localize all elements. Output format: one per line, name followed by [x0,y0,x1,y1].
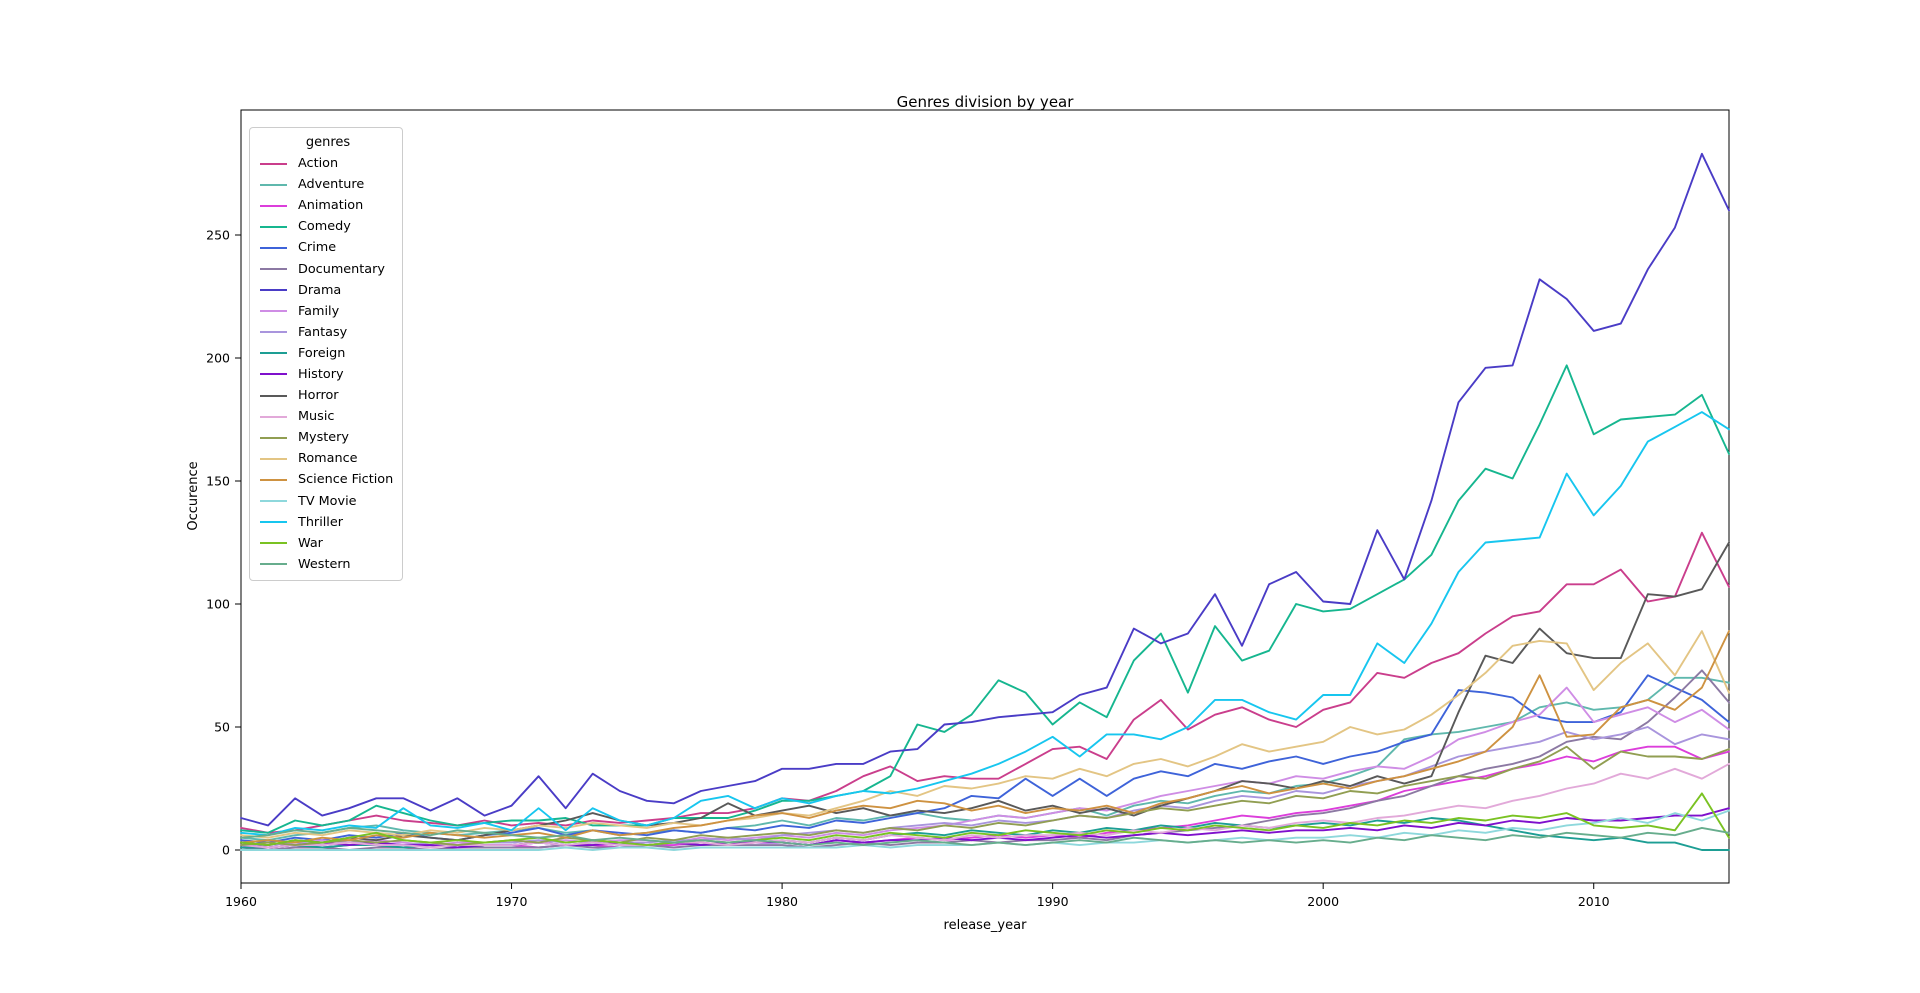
legend-swatch [260,310,287,313]
legend-swatch [260,352,287,355]
series-line-war [240,792,1730,847]
legend-label: Thriller [298,514,343,530]
legend-swatch [260,162,287,165]
legend-swatch [260,268,287,271]
series-line-adventure [240,676,1730,842]
legend-label: Animation [298,198,364,214]
legend-label: Western [298,556,351,572]
x-tick-label: 1990 [1037,894,1069,909]
legend-label: Adventure [298,177,365,193]
legend-item: Science Fiction [260,469,396,490]
legend-label: Family [298,303,340,319]
legend-swatch [260,478,287,481]
legend-label: War [298,535,323,551]
legend-label: Science Fiction [298,472,394,488]
x-tick-label: 2010 [1578,894,1610,909]
legend-swatch [260,500,287,503]
legend-item: Comedy [260,216,396,237]
y-axis-label: Occurence [186,461,201,530]
legend-swatch [260,225,287,228]
legend-item: Action [260,153,396,174]
legend-label: Comedy [298,219,351,235]
series-line-drama [240,152,1730,827]
legend-label: Documentary [298,261,385,277]
legend-swatch [260,521,287,524]
x-tick-label: 1980 [766,894,798,909]
y-tick-label: 200 [206,351,230,366]
legend-item: War [260,533,396,554]
legend-item: Mystery [260,427,396,448]
series-line-music [240,762,1730,849]
legend-swatch [260,415,287,418]
y-tick-label: 150 [206,474,230,489]
legend-swatch [260,394,287,397]
series-line-thriller [240,411,1730,837]
x-tick-label: 1960 [225,894,257,909]
legend-label: Horror [298,388,339,404]
legend-item: Romance [260,448,396,469]
legend-label: Action [298,156,339,172]
series-line-comedy [240,364,1730,834]
legend-swatch [260,542,287,545]
legend-item: Family [260,301,396,322]
legend-swatch [260,289,287,292]
legend-item: TV Movie [260,491,396,512]
legend-swatch [260,331,287,334]
legend-label: TV Movie [298,493,357,509]
legend-item: Music [260,406,396,427]
legend-item: Western [260,554,396,575]
legend-item: Adventure [260,174,396,195]
x-axis-label: release_year [944,918,1028,933]
legend-item: Crime [260,237,396,258]
legend-title: genres [305,135,351,150]
legend-items: Action Adventure Animation Comedy Crime Docum… [260,153,396,575]
legend-swatch [260,204,287,207]
legend-swatch [260,563,287,566]
legend-swatch [260,246,287,249]
legend-item: Horror [260,385,396,406]
legend: genres Action Adventure Animation Comedy Cri… [249,127,403,581]
legend-label: Foreign [298,345,346,361]
series-line-western [240,826,1730,847]
legend-swatch [260,457,287,460]
chart-title: Genres division by year [897,93,1075,111]
series-line-science-fiction [240,630,1730,844]
legend-item: Drama [260,280,396,301]
legend-label: Music [298,409,335,425]
series-line-action [240,531,1730,834]
y-tick-label: 0 [222,843,230,858]
legend-item: History [260,364,396,385]
legend-swatch [260,373,287,376]
legend-swatch [260,183,287,186]
legend-item: Fantasy [260,322,396,343]
series-line-horror [240,541,1730,847]
legend-item: Thriller [260,512,396,533]
legend-label: Crime [298,240,337,256]
plot-border [240,109,1730,884]
legend-item: Foreign [260,343,396,364]
legend-label: Fantasy [298,324,348,340]
x-tick-label: 2000 [1307,894,1339,909]
legend-label: Romance [298,451,358,467]
series-line-romance [240,630,1730,839]
legend-item: Documentary [260,258,396,279]
y-tick-label: 250 [206,228,230,243]
y-tick-label: 100 [206,597,230,612]
legend-label: History [298,366,344,382]
legend-label: Mystery [298,430,350,446]
y-tick-label: 50 [214,720,230,735]
legend-label: Drama [298,282,342,298]
x-tick-label: 1970 [496,894,528,909]
plot-axes: 1960 1970 1980 1990 2000 2010 0 50 100 150 200 250 [206,109,1730,909]
legend-item: Animation [260,195,396,216]
plot-lines [240,152,1730,851]
series-line-documentary [240,669,1730,851]
legend-swatch [260,436,287,439]
